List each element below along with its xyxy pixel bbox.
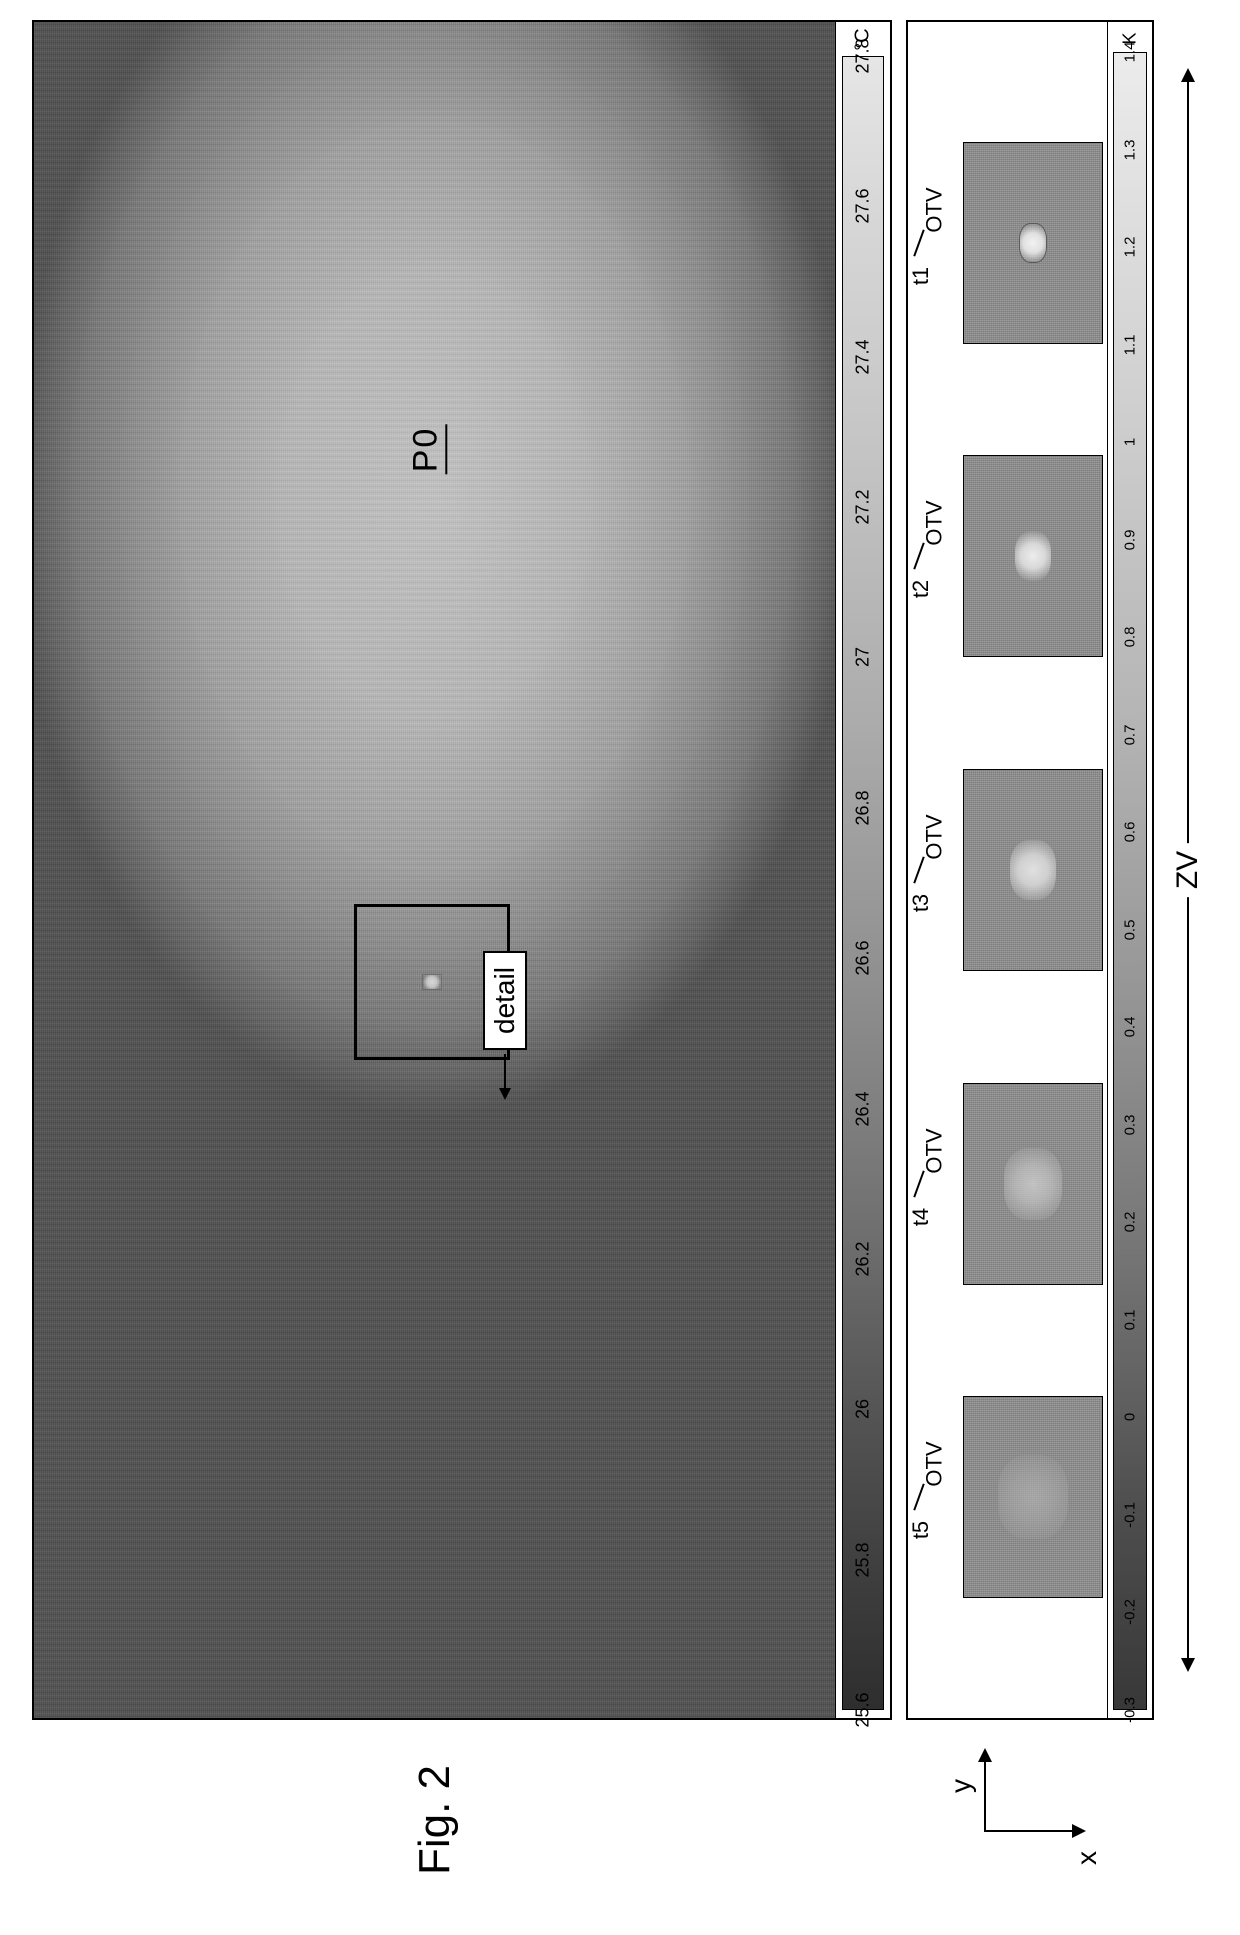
otv-label: OTV: [922, 1128, 948, 1173]
strip-thumb-row: OTVt1: [912, 142, 1103, 344]
main-colorbar-tick-label: 27.6: [853, 189, 874, 224]
strip-thumbnail: [963, 769, 1103, 971]
strip-colorbar-tick-label: 0.1: [1122, 1309, 1139, 1330]
strip-colorbar-tick-label: 1.2: [1122, 237, 1139, 258]
time-label: t4: [908, 1207, 934, 1225]
strip-colorbar-tick-label: 1.3: [1122, 139, 1139, 160]
strip-thumb-row: OTVt4: [912, 1083, 1103, 1285]
strip-colorbar-tick-label: 0.6: [1122, 822, 1139, 843]
time-label: t3: [908, 894, 934, 912]
strip-colorbar-tick-label: 0.7: [1122, 724, 1139, 745]
otv-label: OTV: [922, 501, 948, 546]
main-panel: P0 detail °C 27.827.627.427.22726.826.62…: [32, 20, 892, 1720]
main-colorbar-tick-label: 27: [853, 647, 874, 667]
thumb-hotspot: [1019, 223, 1047, 263]
label-separator: [913, 856, 924, 883]
thumb-hotspot: [1004, 1148, 1062, 1220]
label-separator: [913, 543, 924, 570]
strip-thumb-labels: OTVt2: [912, 510, 957, 602]
zv-label: ZV: [1171, 843, 1205, 897]
strip-colorbar: K 1.41.31.21.110.90.80.70.60.50.40.30.20…: [1107, 22, 1152, 1718]
detail-callout: detail: [483, 952, 527, 1091]
label-separator: [913, 1484, 924, 1511]
panels-row: P0 detail °C 27.827.627.427.22726.826.62…: [32, 20, 1208, 1720]
strip-thumbnail: [963, 1396, 1103, 1598]
strip-colorbar-tick-label: 0.5: [1122, 919, 1139, 940]
strip-colorbar-tick-label: 0.8: [1122, 627, 1139, 648]
strip-colorbar-ticks: 1.41.31.21.110.90.80.70.60.50.40.30.20.1…: [1113, 52, 1147, 1710]
main-colorbar-tick-label: 26.6: [853, 941, 874, 976]
zv-axis: ZV: [1168, 20, 1208, 1720]
thumb-hotspot: [1015, 531, 1051, 581]
strip-colorbar-tick-label: 1.1: [1122, 334, 1139, 355]
strip-colorbar-tick-label: 0.4: [1122, 1017, 1139, 1038]
strip-colorbar-tick-label: 0.3: [1122, 1114, 1139, 1135]
strip-thumb-labels: OTVt5: [912, 1451, 957, 1543]
strip-thumb-row: OTVt2: [912, 455, 1103, 657]
strip-thumb-labels: OTVt4: [912, 1138, 957, 1230]
figure-container: P0 detail °C 27.827.627.427.22726.826.62…: [20, 20, 1220, 1880]
coord-axes: y x: [960, 1760, 1100, 1880]
thumb-hotspot: [998, 1455, 1068, 1539]
x-axis-arrow: [984, 1830, 1074, 1832]
otv-label: OTV: [922, 1442, 948, 1487]
y-axis-arrow: [984, 1760, 986, 1830]
main-noise: [34, 22, 835, 1718]
otv-label: OTV: [922, 814, 948, 859]
detail-label-box: detail: [483, 952, 527, 1051]
strip-thumb-row: OTVt3: [912, 769, 1103, 971]
main-colorbar-tick-label: 26: [853, 1399, 874, 1419]
strip-colorbar-tick-label: 0: [1122, 1413, 1139, 1421]
time-label: t5: [908, 1521, 934, 1539]
figure-label: Fig. 2: [410, 1765, 460, 1875]
main-colorbar-ticks: 27.827.627.427.22726.826.626.426.22625.8…: [842, 56, 884, 1710]
strip-thumb-labels: OTVt1: [912, 197, 957, 289]
x-axis-label: x: [1071, 1851, 1103, 1865]
label-p0: P0: [407, 425, 448, 475]
main-colorbar-tick-label: 25.6: [853, 1692, 874, 1727]
strip-thumbnail: [963, 455, 1103, 657]
otv-label: OTV: [922, 187, 948, 232]
y-axis-label: y: [945, 1779, 977, 1793]
main-thermal-image: P0 detail: [34, 22, 835, 1718]
strip-colorbar-tick-label: 0.9: [1122, 529, 1139, 550]
strip-colorbar-tick-label: 0.2: [1122, 1212, 1139, 1233]
strip-thumbnail: [963, 142, 1103, 344]
strip-colorbar-tick-label: -0.1: [1122, 1502, 1139, 1528]
main-colorbar-tick-label: 27.8: [853, 38, 874, 73]
main-colorbar-tick-label: 26.2: [853, 1241, 874, 1276]
callout-arrow: [504, 1054, 506, 1090]
strip-colorbar-tick-label: -0.3: [1122, 1697, 1139, 1723]
strip-colorbar-tick-label: 1: [1122, 438, 1139, 446]
main-colorbar-tick-label: 26.4: [853, 1091, 874, 1126]
main-colorbar-tick-label: 26.8: [853, 790, 874, 825]
strip-thumb-labels: OTVt3: [912, 824, 957, 916]
label-separator: [913, 1170, 924, 1197]
label-separator: [913, 229, 924, 256]
strip-colorbar-tick-label: 1.4: [1122, 42, 1139, 63]
strip-thumbnails-column: OTVt1OTVt2OTVt3OTVt4OTVt5: [908, 22, 1107, 1718]
main-colorbar-tick-label: 27.4: [853, 339, 874, 374]
strip-colorbar-tick-label: -0.2: [1122, 1600, 1139, 1626]
time-label: t2: [908, 580, 934, 598]
detail-defect-spot: [422, 974, 442, 990]
strip-thumb-row: OTVt5: [912, 1396, 1103, 1598]
main-colorbar-tick-label: 27.2: [853, 490, 874, 525]
main-colorbar: °C 27.827.627.427.22726.826.626.426.2262…: [835, 22, 890, 1718]
main-colorbar-tick-label: 25.8: [853, 1542, 874, 1577]
bottom-row: Fig. 2 y x: [20, 1760, 1220, 1880]
thumb-hotspot: [1010, 840, 1056, 900]
strip-panel: OTVt1OTVt2OTVt3OTVt4OTVt5 K 1.41.31.21.1…: [906, 20, 1154, 1720]
strip-thumbnail: [963, 1083, 1103, 1285]
time-label: t1: [908, 266, 934, 284]
